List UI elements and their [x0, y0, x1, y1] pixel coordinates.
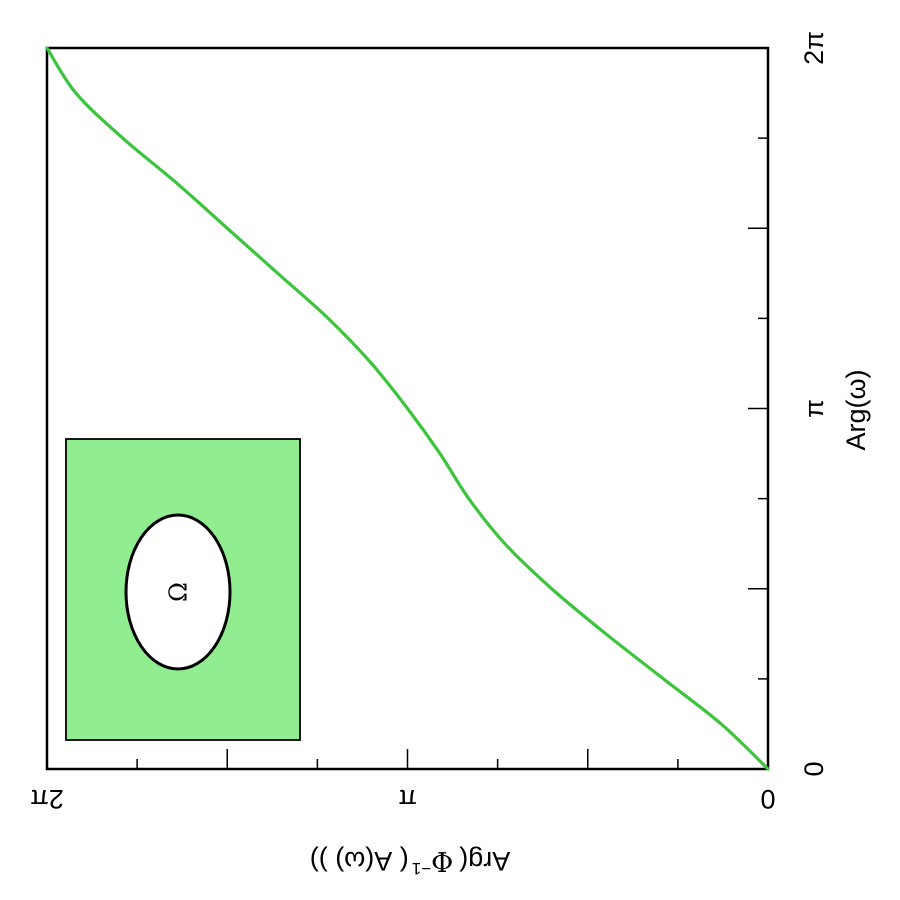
y-axis-label-phi: Φ — [431, 845, 453, 876]
y-axis-label-prefix: Arg( — [459, 846, 510, 876]
plot-area: 0 π 2π 0 π 2π Ω Arg(ω) Arg(Φ−1( A(ω) )) — [30, 31, 871, 878]
x-tick-label: π — [799, 399, 829, 418]
y-tick-label: 2π — [30, 784, 64, 814]
inset-domain-diagram: Ω — [65, 438, 301, 741]
y-axis-label-suffix: ( A(ω) )) — [310, 846, 409, 876]
series-line — [45, 46, 770, 771]
ticks — [136, 137, 768, 769]
y-tick-label: 0 — [760, 784, 775, 814]
y-axis-label-sup: −1 — [412, 859, 431, 878]
x-tick-label: 0 — [799, 761, 829, 776]
x-axis-label: Arg(ω) — [841, 369, 871, 450]
inset-omega-label: Ω — [165, 582, 193, 602]
inset-omega-region — [124, 513, 232, 671]
y-axis-label: Arg(Φ−1( A(ω) )) — [310, 845, 511, 878]
tick-labels: 0 π 2π 0 π 2π — [30, 31, 829, 814]
x-tick-label: 2π — [799, 31, 829, 65]
y-tick-label: π — [398, 784, 417, 814]
